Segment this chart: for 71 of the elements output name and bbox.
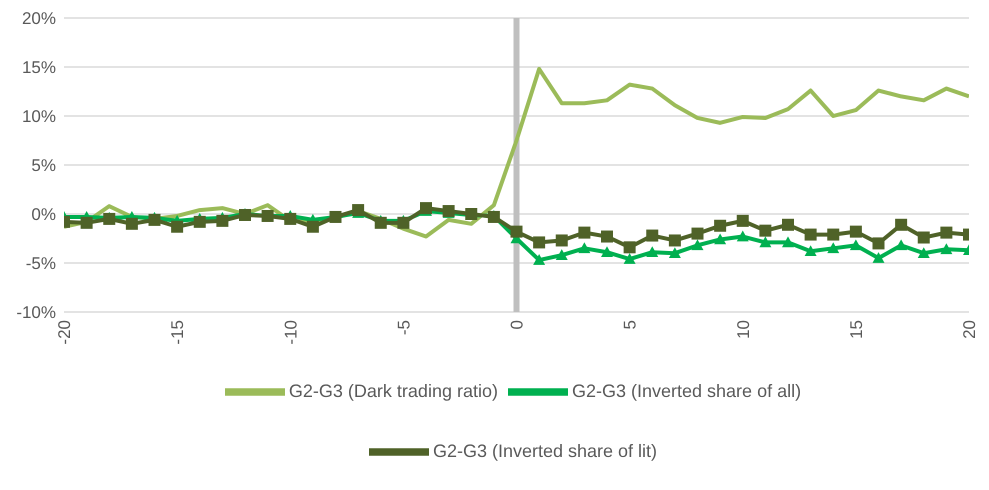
point [578, 242, 590, 254]
point [895, 239, 908, 250]
point [646, 230, 658, 242]
point [668, 247, 681, 258]
point [601, 230, 613, 243]
point [624, 241, 636, 254]
point [782, 236, 794, 248]
point [940, 243, 952, 254]
point [397, 216, 410, 229]
point [216, 214, 228, 227]
point [918, 232, 930, 244]
line-series [64, 66, 969, 239]
point [692, 228, 704, 240]
point [171, 220, 184, 233]
x-tick-label: -5 [394, 320, 414, 336]
point [804, 228, 817, 241]
y-tick-label: 5% [31, 156, 56, 176]
point [668, 234, 681, 246]
point [284, 212, 296, 225]
point [420, 202, 432, 214]
point [126, 218, 138, 230]
point [827, 242, 840, 254]
point [692, 239, 704, 250]
point [759, 236, 772, 248]
point [850, 239, 862, 250]
point [940, 226, 952, 239]
point [895, 218, 908, 231]
point [714, 220, 726, 232]
point [533, 236, 546, 248]
point [374, 216, 387, 229]
x-tick-label: -10 [281, 320, 300, 345]
point [759, 224, 772, 237]
y-tick-label: 20% [22, 9, 56, 28]
point [624, 253, 636, 264]
point [194, 216, 206, 228]
point [578, 226, 590, 239]
point [804, 245, 817, 256]
point [736, 214, 749, 227]
point [646, 246, 658, 258]
x-tick-label: 10 [734, 320, 753, 339]
point [827, 228, 840, 241]
point [872, 252, 884, 263]
y-tick-label: 0% [31, 205, 56, 224]
legend-label: G2-G3 (Dark trading ratio) [288, 380, 498, 401]
point [872, 237, 884, 250]
x-tick-label: -20 [55, 320, 74, 345]
legend-label: G2-G3 (Inverted share of lit) [432, 440, 658, 461]
legend-label: G2-G3 (Inverted share of all) [572, 380, 802, 401]
point [556, 249, 568, 260]
x-tick-label: 0 [508, 320, 527, 330]
point [601, 246, 613, 258]
point [736, 230, 749, 242]
y-tick-label: 10% [22, 107, 56, 126]
point [80, 216, 93, 229]
point [918, 247, 930, 258]
x-tick-label: 5 [620, 320, 640, 330]
point [782, 218, 794, 231]
y-tick-label: -10% [16, 303, 56, 322]
y-tick-label: 15% [22, 58, 56, 78]
x-tick-label: -15 [168, 320, 188, 345]
point [510, 226, 522, 238]
point [533, 254, 546, 265]
x-tick-label: 20 [960, 320, 980, 339]
point [148, 214, 160, 226]
y-tick-label: -5% [26, 254, 56, 274]
point [352, 204, 364, 216]
point [850, 226, 862, 238]
point [306, 220, 319, 233]
point [556, 234, 568, 246]
x-tick-label: 15 [846, 320, 866, 339]
point [714, 233, 726, 244]
